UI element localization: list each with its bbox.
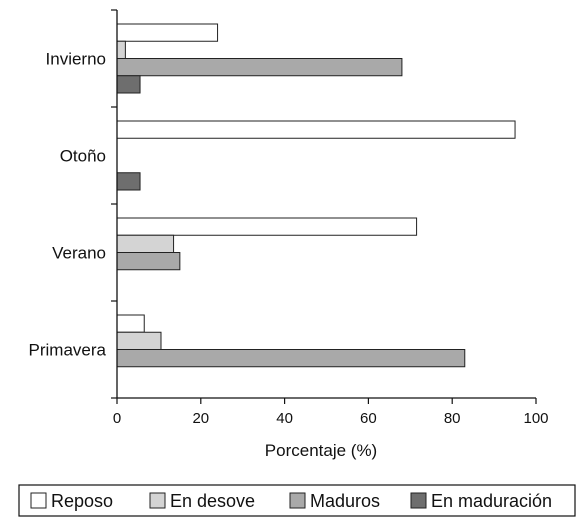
legend-label-maduros: Maduros xyxy=(310,491,380,511)
bar-primavera-en-desove xyxy=(116,331,162,350)
legend-swatch-reposo xyxy=(30,492,47,509)
x-tick-label: 40 xyxy=(276,410,293,427)
x-tick-label: 80 xyxy=(444,410,461,427)
category-label: Primavera xyxy=(29,341,107,360)
bar-primavera-maduros xyxy=(116,349,466,368)
legend-swatch-en-desove xyxy=(149,492,166,509)
bar-verano-reposo xyxy=(116,217,418,236)
legend-label-en-desove: En desove xyxy=(170,491,255,511)
legend: Reposo En desove Maduros En maduración xyxy=(30,491,552,511)
category-labels: Invierno Otoño Verano Primavera xyxy=(29,50,107,360)
x-tick-label: 0 xyxy=(113,410,121,427)
bar-invierno-maduros xyxy=(116,58,403,77)
bar-otoño-reposo xyxy=(116,120,516,139)
bar-verano-maduros xyxy=(116,252,181,271)
bar-verano-en-desove xyxy=(116,234,175,253)
category-label: Otoño xyxy=(60,147,106,166)
legend-label-en-maduración: En maduración xyxy=(431,491,552,511)
bar-invierno-en-maduración xyxy=(116,75,141,94)
bars-group xyxy=(116,23,516,368)
category-label: Invierno xyxy=(46,50,106,69)
bar-invierno-reposo xyxy=(116,23,219,42)
x-tick-label: 100 xyxy=(523,410,548,427)
x-tick-labels: 0 20 40 60 80 100 xyxy=(113,410,549,427)
y-axis-ticks xyxy=(111,9,117,399)
bar-invierno-en-desove xyxy=(116,40,126,59)
x-tick-label: 20 xyxy=(192,410,209,427)
x-tick-label: 60 xyxy=(360,410,377,427)
legend-label-reposo: Reposo xyxy=(51,491,113,511)
legend-swatch-maduros xyxy=(289,492,306,509)
legend-swatch-en-maduración xyxy=(410,492,427,509)
x-axis-ticks xyxy=(116,398,537,404)
bar-primavera-reposo xyxy=(116,314,145,333)
bar-otoño-en-maduración xyxy=(116,172,141,191)
x-axis-label: Porcentaje (%) xyxy=(265,441,377,460)
category-label: Verano xyxy=(52,244,106,263)
